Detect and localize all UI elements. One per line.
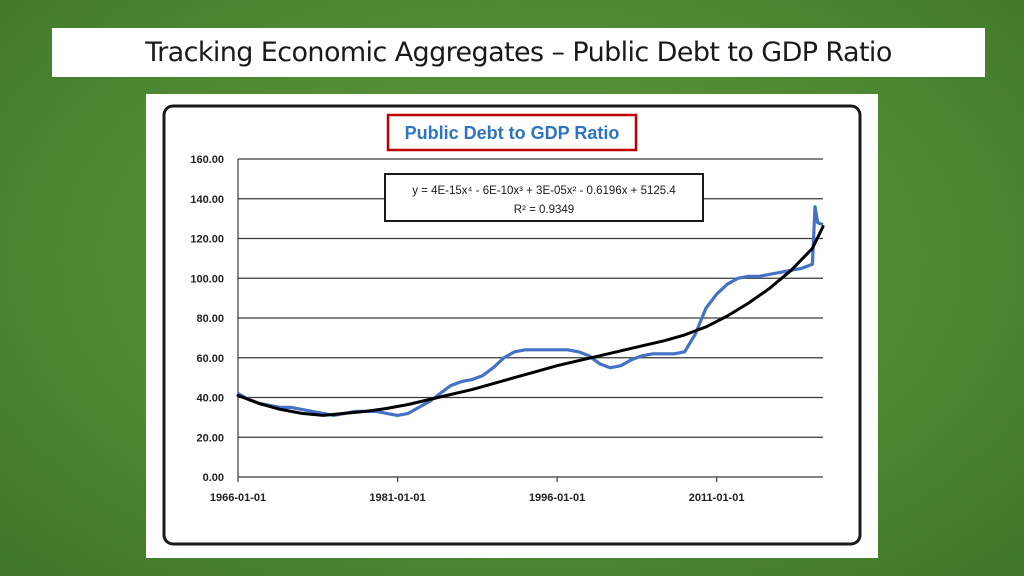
line-chart: 0.00 20.00 40.00 60.00 80.00 100.00 120.00 140.… [162, 104, 862, 546]
x-axis: 1966-01-01 1981-01-01 1996-01-01 2011-01-01 [210, 477, 745, 504]
y-tick-label: 20.00 [196, 432, 224, 444]
y-tick-label: 100.00 [190, 273, 224, 285]
trendline-equation: y = 4E-15x⁴ - 6E-10x³ + 3E-05x² - 0.6196… [412, 185, 676, 197]
slide-title: Tracking Economic Aggregates – Public De… [145, 37, 892, 68]
gridlines [238, 158, 823, 478]
chart-figure: 0.00 20.00 40.00 60.00 80.00 100.00 120.00 140.… [146, 94, 878, 558]
y-tick-label: 120.00 [190, 234, 224, 246]
slide-title-bar: Tracking Economic Aggregates – Public De… [52, 28, 985, 77]
chart-title-box [386, 113, 638, 152]
y-axis: 0.00 20.00 40.00 60.00 80.00 100.00 120.00 140.… [190, 154, 239, 484]
y-tick-label: 40.00 [196, 393, 224, 405]
y-tick-label: 60.00 [196, 353, 224, 365]
plot-area [236, 205, 825, 417]
y-tick-label: 0.00 [203, 472, 224, 484]
trendline-r-squared: R² = 0.9349 [514, 204, 574, 216]
x-tick-label: 1966-01-01 [210, 492, 266, 504]
x-tick-label: 1996-01-01 [529, 492, 585, 504]
chart-frame [162, 104, 862, 546]
x-tick-label: 1981-01-01 [369, 492, 425, 504]
y-tick-label: 80.00 [196, 313, 224, 325]
x-tick-label: 2011-01-01 [689, 492, 745, 504]
trendline-equation-box [384, 173, 704, 222]
chart-title: Public Debt to GDP Ratio [405, 123, 620, 143]
polynomial-trendline [236, 225, 825, 417]
y-tick-label: 160.00 [190, 154, 224, 166]
y-tick-label: 140.00 [190, 194, 224, 206]
